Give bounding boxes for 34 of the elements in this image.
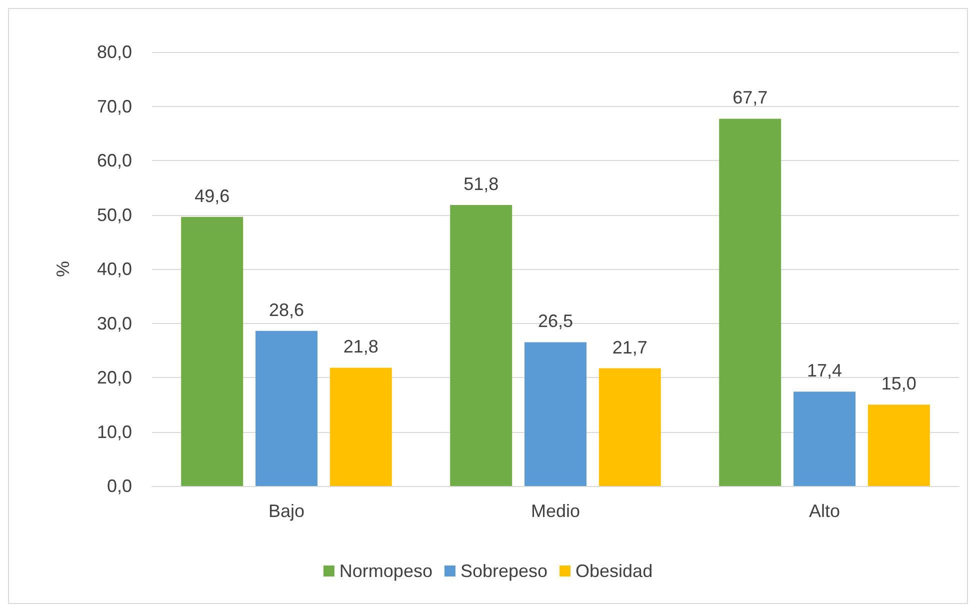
y-tick-label: 30,0 [96,313,132,334]
data-label: 28,6 [268,300,304,320]
data-label: 67,7 [732,88,768,108]
bar [598,368,661,486]
legend-label: Normopeso [339,561,432,581]
bar [524,342,586,486]
y-tick-label: 70,0 [96,96,132,116]
bar [330,368,392,486]
x-tick-label: Bajo [268,501,305,521]
y-tick-label: 10,0 [96,422,132,442]
bar [450,204,512,486]
y-tick-label: 60,0 [96,150,132,170]
bar [181,216,244,486]
data-label: 17,4 [806,360,842,381]
y-tick-label: 40,0 [96,259,132,279]
bar [794,392,856,486]
bar [719,118,782,486]
bar [256,330,318,486]
data-label: 15,0 [881,374,916,394]
data-label: 21,8 [343,336,378,357]
legend-label: Sobrepeso [460,561,548,581]
bar [868,404,930,486]
y-tick-label: 20,0 [96,368,132,388]
data-label: 49,6 [194,186,230,206]
y-axis-title: % [53,260,73,278]
y-tick-label: 80,0 [96,42,132,62]
legend-label: Obesidad [576,561,653,581]
x-tick-label: Alto [808,501,840,521]
x-tick-label: Medio [530,501,580,521]
data-label: 26,5 [538,311,574,332]
y-tick-label: 50,0 [96,204,132,225]
data-label: 21,7 [612,337,648,358]
data-label: 51,8 [464,174,499,194]
y-tick-label: 0,0 [106,476,132,496]
